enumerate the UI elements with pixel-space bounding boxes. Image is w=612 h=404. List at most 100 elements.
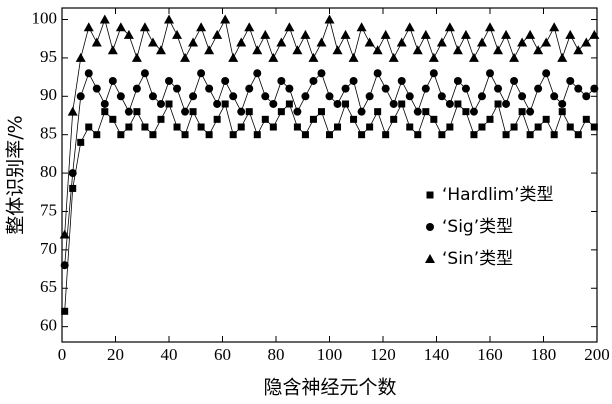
marker	[325, 92, 334, 101]
marker	[453, 76, 462, 85]
marker	[316, 37, 327, 47]
x-tick-label: 80	[268, 345, 285, 364]
marker	[476, 37, 487, 47]
marker	[149, 131, 157, 139]
marker	[244, 22, 255, 32]
marker	[429, 69, 438, 78]
marker	[237, 107, 246, 116]
marker	[396, 37, 407, 47]
legend-marker	[426, 223, 434, 231]
marker	[69, 184, 77, 192]
marker	[76, 92, 85, 101]
marker	[181, 131, 189, 139]
marker	[309, 115, 317, 123]
marker	[374, 108, 382, 116]
marker	[155, 45, 166, 55]
marker	[237, 123, 245, 131]
x-tick-label: 120	[370, 345, 396, 364]
marker	[59, 229, 70, 239]
marker	[501, 29, 512, 39]
marker	[333, 99, 342, 108]
marker	[173, 84, 182, 93]
marker	[229, 131, 237, 139]
marker	[317, 108, 325, 116]
y-tick-label: 80	[40, 162, 57, 181]
marker	[445, 99, 454, 108]
marker	[381, 84, 390, 93]
marker	[430, 115, 438, 123]
marker	[148, 92, 157, 101]
marker	[461, 84, 470, 93]
marker	[493, 45, 504, 55]
marker	[196, 22, 207, 32]
marker	[509, 52, 520, 62]
marker	[340, 29, 351, 39]
marker	[309, 76, 318, 85]
marker	[486, 115, 494, 123]
marker	[446, 123, 454, 131]
marker	[358, 131, 366, 139]
marker	[373, 69, 382, 78]
y-tick-label: 60	[40, 316, 57, 335]
marker	[301, 131, 309, 139]
marker	[468, 52, 479, 62]
marker	[428, 52, 439, 62]
marker	[245, 108, 253, 116]
marker	[460, 29, 471, 39]
marker	[284, 22, 295, 32]
marker	[437, 92, 446, 101]
marker	[165, 100, 173, 108]
marker	[566, 123, 574, 131]
x-tick-label: 0	[58, 345, 67, 364]
marker	[180, 52, 191, 62]
marker	[269, 123, 277, 131]
marker	[405, 92, 414, 101]
marker	[269, 99, 278, 108]
x-tick-label: 200	[584, 345, 610, 364]
marker	[204, 45, 215, 55]
marker	[67, 106, 78, 116]
marker	[156, 99, 165, 108]
y-tick-label: 65	[40, 277, 57, 296]
marker	[205, 84, 214, 93]
marker	[404, 22, 415, 32]
marker	[414, 131, 422, 139]
marker	[188, 37, 199, 47]
y-tick-label: 90	[40, 85, 57, 104]
marker	[221, 100, 229, 108]
marker	[421, 84, 430, 93]
marker	[277, 76, 286, 85]
marker	[197, 123, 205, 131]
marker	[139, 22, 150, 32]
marker	[542, 115, 550, 123]
marker	[462, 108, 470, 116]
marker	[436, 37, 447, 47]
legend-label: ‘Hardlim’类型	[442, 185, 554, 205]
legend-marker	[426, 191, 434, 199]
marker	[356, 22, 367, 32]
marker	[525, 29, 536, 39]
marker	[132, 84, 141, 93]
x-tick-label: 60	[214, 345, 231, 364]
marker	[477, 92, 486, 101]
marker	[61, 307, 69, 315]
x-tick-label: 20	[107, 345, 124, 364]
marker	[181, 107, 190, 116]
marker	[93, 131, 101, 139]
marker	[116, 92, 125, 101]
marker	[236, 37, 247, 47]
marker	[478, 123, 486, 131]
marker	[285, 100, 293, 108]
legend-marker	[425, 254, 435, 263]
marker	[189, 108, 197, 116]
marker	[349, 76, 358, 85]
marker	[550, 131, 558, 139]
marker	[380, 29, 391, 39]
y-tick-label: 75	[40, 200, 57, 219]
marker	[221, 76, 230, 85]
marker	[382, 131, 390, 139]
marker	[557, 52, 568, 62]
marker	[390, 115, 398, 123]
marker	[350, 115, 358, 123]
